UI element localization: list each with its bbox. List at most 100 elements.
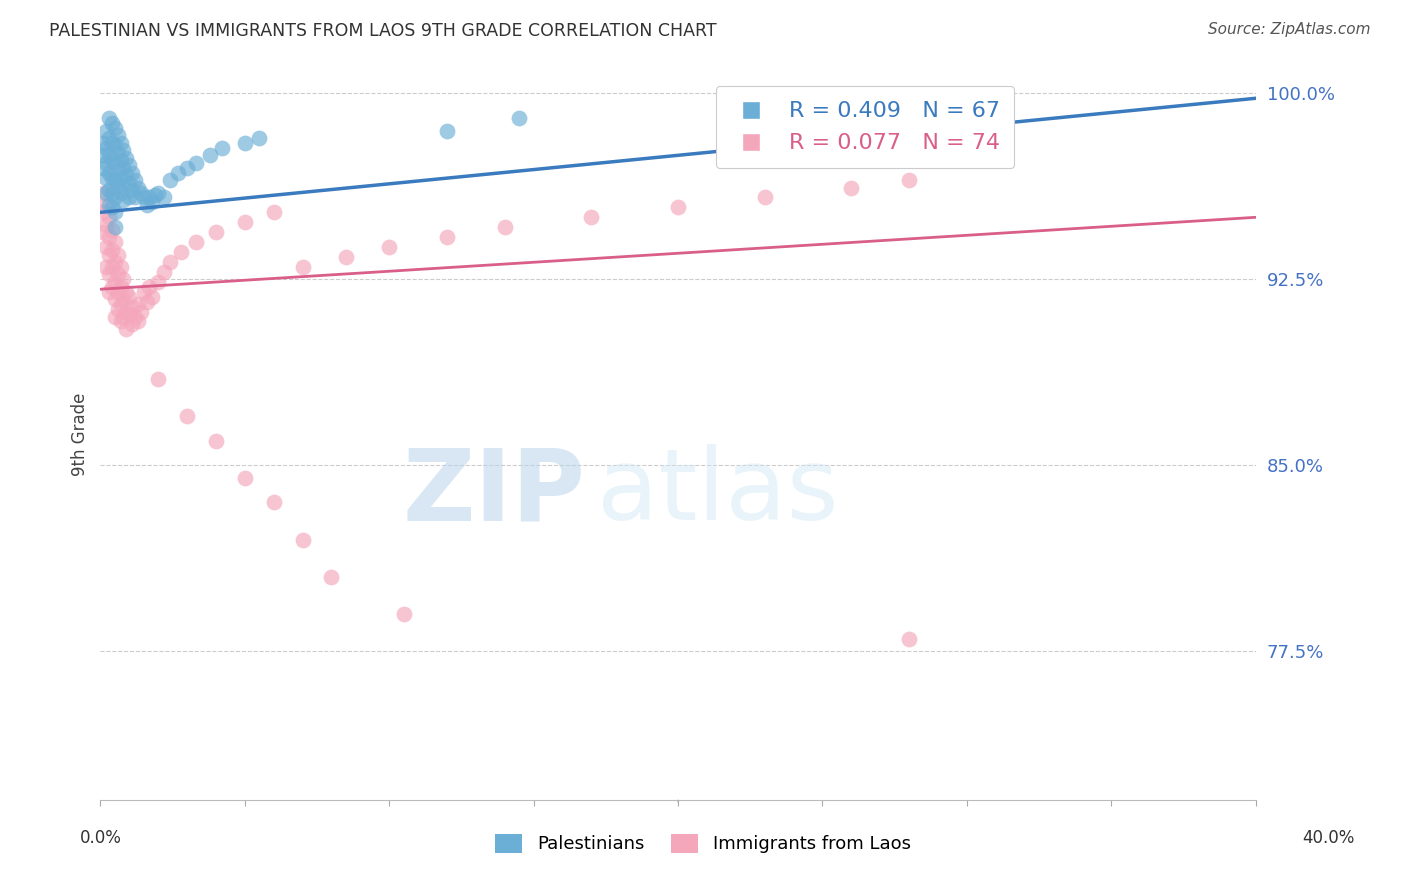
Point: [101, 279, 124, 293]
Point: [754, 190, 776, 204]
Point: [159, 173, 181, 187]
Point: [110, 314, 132, 328]
Point: [115, 285, 138, 299]
Point: [107, 163, 129, 178]
Point: [91, 205, 114, 219]
Point: [263, 495, 285, 509]
Point: [112, 292, 135, 306]
Point: [101, 170, 124, 185]
Point: [170, 245, 193, 260]
Point: [98, 183, 121, 197]
Point: [141, 290, 163, 304]
Point: [233, 471, 256, 485]
Point: [112, 144, 135, 158]
Point: [146, 371, 169, 385]
Point: [104, 155, 127, 169]
Point: [91, 161, 114, 175]
Point: [118, 307, 141, 321]
Point: [127, 180, 149, 194]
Point: [98, 198, 121, 212]
Point: [98, 247, 121, 261]
Point: [581, 211, 603, 225]
Point: [104, 292, 127, 306]
Point: [153, 265, 176, 279]
Point: [135, 294, 157, 309]
Point: [115, 322, 138, 336]
Point: [110, 136, 132, 150]
Point: [121, 183, 143, 197]
Point: [115, 151, 138, 165]
Point: [110, 297, 132, 311]
Point: [104, 205, 127, 219]
Point: [132, 285, 155, 299]
Point: [112, 272, 135, 286]
Text: atlas: atlas: [598, 444, 839, 541]
Point: [110, 170, 132, 185]
Text: ZIP: ZIP: [402, 444, 585, 541]
Point: [263, 205, 285, 219]
Point: [107, 128, 129, 143]
Point: [233, 215, 256, 229]
Text: 40.0%: 40.0%: [1302, 829, 1355, 847]
Point: [129, 304, 152, 318]
Point: [167, 166, 190, 180]
Point: [127, 297, 149, 311]
Point: [98, 285, 121, 299]
Point: [335, 250, 357, 264]
Point: [205, 434, 228, 448]
Point: [118, 176, 141, 190]
Point: [247, 131, 270, 145]
Point: [198, 148, 221, 162]
Point: [115, 304, 138, 318]
Point: [101, 223, 124, 237]
Point: [104, 255, 127, 269]
Point: [94, 240, 117, 254]
Point: [436, 230, 458, 244]
Point: [115, 168, 138, 182]
Point: [153, 190, 176, 204]
Point: [898, 173, 921, 187]
Point: [104, 121, 127, 136]
Point: [107, 268, 129, 282]
Point: [392, 607, 415, 621]
Point: [898, 632, 921, 646]
Point: [112, 310, 135, 324]
Point: [91, 148, 114, 162]
Point: [91, 136, 114, 150]
Point: [104, 235, 127, 249]
Point: [141, 195, 163, 210]
Text: Source: ZipAtlas.com: Source: ZipAtlas.com: [1208, 22, 1371, 37]
Point: [233, 136, 256, 150]
Point: [98, 166, 121, 180]
Point: [666, 201, 689, 215]
Point: [104, 220, 127, 235]
Point: [98, 111, 121, 125]
Point: [112, 178, 135, 192]
Point: [98, 148, 121, 162]
Text: 0.0%: 0.0%: [80, 829, 122, 847]
Point: [98, 230, 121, 244]
Point: [132, 190, 155, 204]
Point: [101, 186, 124, 200]
Point: [101, 243, 124, 257]
Point: [98, 211, 121, 225]
Point: [110, 186, 132, 200]
Point: [508, 111, 530, 125]
Point: [839, 180, 862, 194]
Point: [104, 190, 127, 204]
Point: [94, 141, 117, 155]
Point: [98, 131, 121, 145]
Point: [159, 255, 181, 269]
Point: [184, 155, 207, 169]
Point: [101, 116, 124, 130]
Point: [176, 409, 198, 423]
Point: [110, 260, 132, 274]
Point: [104, 275, 127, 289]
Point: [104, 173, 127, 187]
Point: [94, 123, 117, 137]
Point: [110, 279, 132, 293]
Point: [94, 186, 117, 200]
Point: [124, 173, 146, 187]
Point: [143, 188, 166, 202]
Point: [118, 290, 141, 304]
